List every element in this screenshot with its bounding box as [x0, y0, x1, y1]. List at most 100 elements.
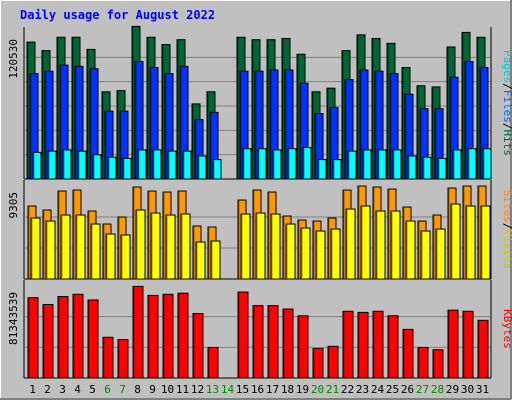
series-sites [30, 203, 491, 280]
x-axis-labels: 1 2 3 4 5 6 7 8 9 10 11 12 13 14 15 16 17 18 19 20 21 22 23 24 2… [29, 383, 489, 396]
bar [165, 214, 176, 280]
bar [285, 223, 296, 280]
series-kbytes [27, 285, 489, 379]
bar [137, 149, 147, 180]
bar [257, 148, 267, 180]
bar [312, 348, 324, 379]
x-tick-label: 26 [401, 383, 414, 396]
legend-entry: / [501, 223, 512, 230]
bar [105, 233, 116, 280]
x-tick-label: 4 [74, 383, 81, 396]
y-axis-max-label: 9305 [7, 192, 20, 219]
bar [107, 156, 117, 180]
bar [62, 149, 72, 180]
bar [342, 310, 354, 379]
bar [420, 230, 431, 280]
bar [197, 155, 207, 180]
x-tick-label: 9 [149, 383, 156, 396]
x-tick-label: 31 [476, 383, 489, 396]
legend-entry: Pages [501, 50, 512, 83]
series-pages [32, 147, 492, 180]
bar [120, 234, 131, 280]
bar [315, 230, 326, 280]
bar [405, 220, 416, 280]
bar [435, 228, 446, 280]
x-tick-label: 23 [356, 383, 369, 396]
series-legend: Sites/Visits [501, 190, 512, 270]
bar [452, 149, 462, 180]
bar [167, 150, 177, 180]
series-legend: KBytes [501, 309, 512, 349]
x-tick-label: 7 [119, 383, 126, 396]
bar [390, 210, 401, 280]
bar [287, 148, 297, 180]
x-tick-label: 20 [311, 383, 324, 396]
bar [150, 212, 161, 280]
bar [60, 214, 71, 280]
bar [345, 208, 356, 280]
bar [465, 205, 476, 280]
x-tick-label: 8 [134, 383, 141, 396]
x-tick-label: 12 [191, 383, 204, 396]
x-tick-label: 16 [251, 383, 264, 396]
legend-entry: / [501, 83, 512, 90]
bar [462, 310, 474, 379]
bar [387, 315, 399, 379]
bar [207, 346, 219, 379]
legend-entry: Sites [501, 190, 512, 223]
x-tick-label: 13 [206, 383, 219, 396]
bar [72, 293, 84, 379]
bar [237, 291, 249, 379]
bar [267, 305, 279, 379]
bar [162, 293, 174, 379]
bar [27, 297, 39, 379]
y-axis-max-label: 120530 [7, 39, 20, 79]
x-tick-label: 17 [266, 383, 279, 396]
bar [255, 212, 266, 280]
bar [417, 346, 429, 379]
y-axis-max-label: 81343539 [7, 292, 20, 345]
x-tick-label: 22 [341, 383, 354, 396]
bar [372, 310, 384, 379]
bar [122, 157, 132, 180]
x-tick-label: 3 [59, 383, 66, 396]
bar [480, 205, 491, 280]
bar [192, 313, 204, 379]
bar [180, 213, 191, 280]
bar [42, 303, 54, 379]
bar [47, 150, 57, 180]
bar [135, 209, 146, 280]
legend-entry: / [501, 123, 512, 130]
bar [360, 205, 371, 280]
bar [182, 150, 192, 180]
bar [402, 328, 414, 379]
bar [132, 285, 144, 379]
bar [300, 227, 311, 280]
bar [467, 148, 477, 180]
x-tick-label: 28 [431, 383, 444, 396]
x-tick-label: 15 [236, 383, 249, 396]
bar [212, 159, 222, 180]
bar [152, 149, 162, 180]
bar [422, 156, 432, 180]
bar [437, 157, 447, 180]
legend-entry: KBytes [501, 309, 512, 349]
bar [317, 159, 327, 180]
bar [45, 220, 56, 280]
x-tick-label: 27 [416, 383, 429, 396]
bar [252, 305, 264, 379]
bar [375, 210, 386, 280]
bar [92, 154, 102, 180]
bar [32, 151, 42, 180]
bar [330, 228, 341, 280]
x-tick-label: 6 [104, 383, 111, 396]
bar [302, 147, 312, 180]
bar [147, 294, 159, 379]
x-tick-label: 2 [44, 383, 51, 396]
bar [327, 345, 339, 379]
bar [377, 149, 387, 180]
x-tick-label: 24 [371, 383, 385, 396]
bar [210, 240, 221, 280]
